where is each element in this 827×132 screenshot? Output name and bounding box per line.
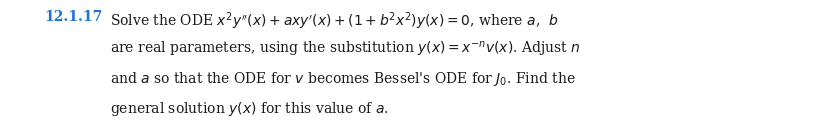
Text: general solution $y(x)$ for this value of $a$.: general solution $y(x)$ for this value o…	[110, 100, 388, 118]
Text: and $a$ so that the ODE for $v$ becomes Bessel's ODE for $J_0$. Find the: and $a$ so that the ODE for $v$ becomes …	[110, 70, 575, 88]
Text: 12.1.17: 12.1.17	[44, 10, 102, 24]
Text: Solve the ODE $x^2y''(x) + axy'(x) + (1 + b^2x^2)y(x) = 0$, where $a$,  $b$: Solve the ODE $x^2y''(x) + axy'(x) + (1 …	[110, 10, 557, 32]
Text: are real parameters, using the substitution $y(x) = x^{-n}v(x)$. Adjust $n$: are real parameters, using the substitut…	[110, 40, 580, 59]
